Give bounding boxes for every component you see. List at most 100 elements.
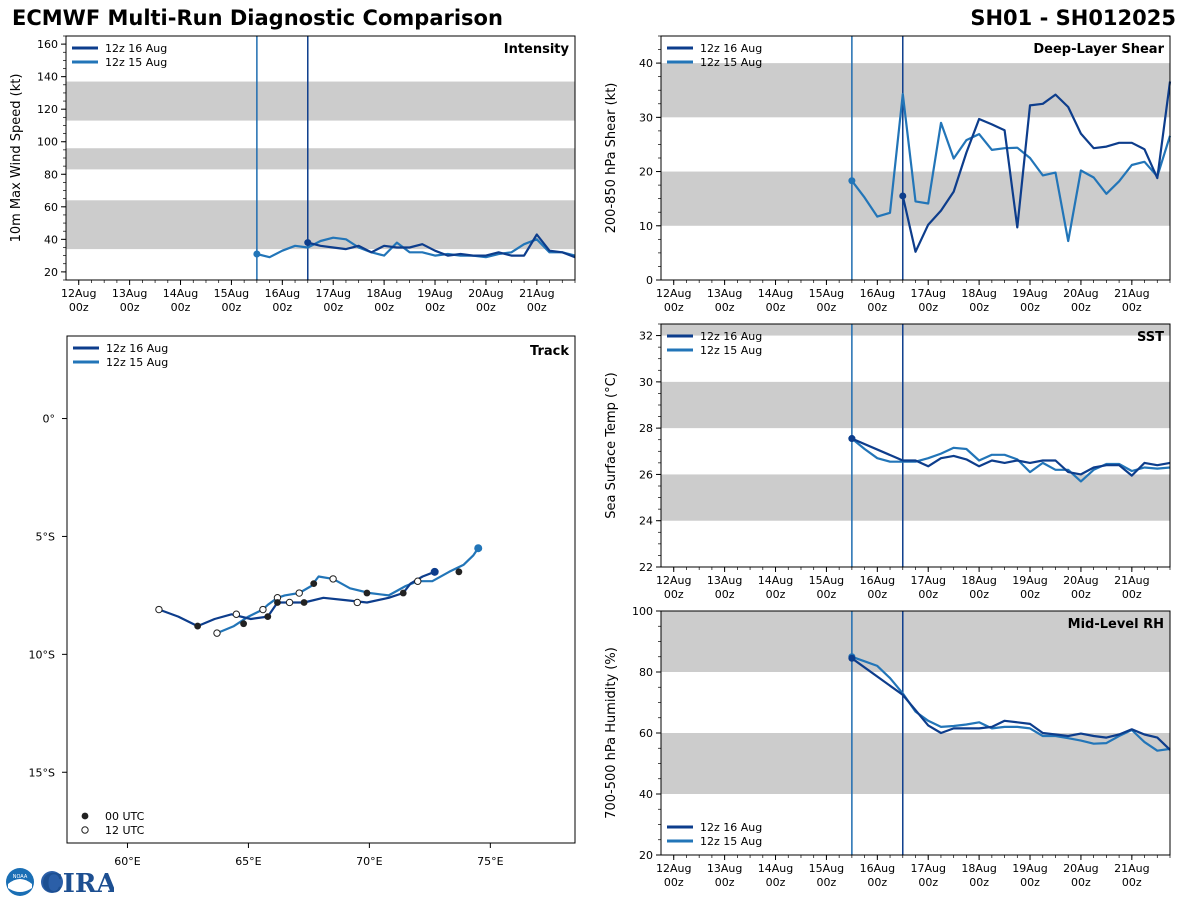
shear-xtick-label: 00z	[715, 301, 735, 314]
shear-series-run16	[901, 81, 1172, 253]
intensity-xtick-label: 00z	[171, 301, 191, 314]
rh-panel-title: Mid-Level RH	[1068, 617, 1164, 632]
shear-xtick-label: 14Aug	[758, 287, 793, 300]
intensity-threshold-band	[66, 148, 575, 170]
intensity-xtick-label: 21Aug	[519, 287, 554, 300]
intensity-ytick-label: 20	[44, 266, 58, 279]
intensity-xtick-label: 00z	[527, 301, 547, 314]
shear-ylabel: 200-850 hPa Shear (kt)	[604, 83, 619, 234]
track-marker-00utc	[300, 599, 308, 606]
intensity-xtick-label: 16Aug	[265, 287, 300, 300]
track-xtick-label: 75°E	[477, 855, 503, 868]
track-marker-00utc	[455, 568, 463, 576]
intensity-xtick-label: 00z	[476, 301, 496, 314]
rh-xtick-label: 00z	[817, 876, 837, 889]
intensity-ytick-label: 60	[44, 201, 58, 214]
globe-icon	[41, 871, 63, 893]
track-xtick-label: 65°E	[235, 855, 261, 868]
shear-init-point-run15	[848, 177, 856, 185]
noaa-wave-icon	[8, 879, 32, 892]
rh-chart: 2040608010012Aug00z13Aug00z14Aug00z15Aug…	[604, 605, 1171, 889]
intensity-xtick-label: 00z	[374, 301, 394, 314]
sst-threshold-band	[661, 324, 1170, 336]
shear-series-run15	[851, 92, 1172, 243]
rh-xtick-label: 00z	[969, 876, 989, 889]
sst-xtick-label: 00z	[867, 588, 887, 601]
sst-ytick-label: 30	[639, 376, 653, 389]
intensity-ytick-label: 160	[37, 38, 58, 51]
shear-ytick-label: 30	[639, 111, 653, 124]
sst-ytick-label: 24	[639, 515, 653, 528]
rh-xtick-label: 16Aug	[860, 862, 895, 875]
shear-xtick-label: 16Aug	[860, 287, 895, 300]
legend-label-run15: 12z 15 Aug	[106, 356, 168, 369]
intensity-xtick-label: 14Aug	[163, 287, 198, 300]
shear-xtick-label: 12Aug	[656, 287, 691, 300]
rh-xtick-label: 17Aug	[910, 862, 945, 875]
rh-ytick-label: 60	[639, 727, 653, 740]
rh-ytick-label: 40	[639, 788, 653, 801]
rh-xtick-label: 00z	[1122, 876, 1142, 889]
storm-id: SH01 - SH012025	[970, 6, 1176, 30]
intensity-ytick-label: 40	[44, 233, 58, 246]
sst-init-point-run16	[848, 435, 856, 443]
track-ytick-label: 5°S	[36, 530, 55, 543]
track-marker-12utc	[285, 598, 294, 607]
sst-xtick-label: 00z	[969, 588, 989, 601]
shear-xtick-label: 17Aug	[910, 287, 945, 300]
sst-threshold-band	[661, 474, 1170, 521]
sst-ytick-label: 22	[639, 561, 653, 574]
intensity-init-point-run15	[253, 250, 261, 258]
intensity-xtick-label: 20Aug	[468, 287, 503, 300]
legend-label-run15: 12z 15 Aug	[105, 56, 167, 69]
sst-xtick-label: 20Aug	[1063, 574, 1098, 587]
shear-xtick-label: 00z	[969, 301, 989, 314]
legend-label-run16: 12z 16 Aug	[700, 821, 762, 834]
track-marker-00utc	[274, 599, 281, 606]
track-marker-00utc	[310, 580, 318, 588]
sst-chart: 22242628303212Aug00z13Aug00z14Aug00z15Au…	[604, 323, 1171, 601]
intensity-ylabel: 10m Max Wind Speed (kt)	[9, 74, 24, 243]
cira-wordmark: CIRA	[42, 869, 114, 898]
rh-xtick-label: 13Aug	[707, 862, 742, 875]
shear-xtick-label: 15Aug	[809, 287, 844, 300]
sst-ytick-label: 28	[639, 422, 653, 435]
legend-label-run15: 12z 15 Aug	[700, 344, 762, 357]
track-init-point-run15	[474, 544, 483, 553]
legend-label-run15: 12z 15 Aug	[700, 835, 762, 848]
legend-marker-12utc	[81, 826, 89, 834]
intensity-ytick-label: 80	[44, 168, 58, 181]
rh-threshold-band	[661, 733, 1170, 794]
rh-xtick-label: 00z	[715, 876, 735, 889]
sst-panel-title: SST	[1137, 330, 1164, 345]
sst-xtick-label: 18Aug	[961, 574, 996, 587]
shear-xtick-label: 13Aug	[707, 287, 742, 300]
shear-ytick-label: 40	[639, 57, 653, 70]
intensity-chart: 2040608010012014016012Aug00z13Aug00z14Au…	[9, 35, 576, 314]
intensity-xtick-label: 12Aug	[61, 287, 96, 300]
intensity-xtick-label: 00z	[272, 301, 292, 314]
intensity-series-run16	[307, 233, 576, 259]
rh-init-point-run16	[848, 654, 856, 662]
rh-xtick-label: 00z	[1071, 876, 1091, 889]
intensity-xtick-label: 00z	[323, 301, 343, 314]
sst-xtick-label: 14Aug	[758, 574, 793, 587]
shear-xtick-label: 00z	[664, 301, 684, 314]
rh-xtick-label: 21Aug	[1114, 862, 1149, 875]
rh-threshold-band	[661, 611, 1170, 672]
track-ytick-label: 0°	[43, 413, 56, 426]
track-chart: 60°E 65°E 70°E 75°E 0° 5°S 10°S 15°S Track 00 UTC…	[29, 335, 576, 868]
shear-xtick-label: 00z	[1071, 301, 1091, 314]
intensity-xtick-label: 00z	[425, 301, 445, 314]
sst-xtick-label: 00z	[766, 588, 786, 601]
rh-xtick-label: 00z	[664, 876, 684, 889]
sst-xtick-label: 00z	[918, 588, 938, 601]
shear-init-point-run16	[899, 192, 907, 200]
track-marker-12utc	[259, 605, 267, 614]
sst-ylabel: Sea Surface Temp (°C)	[604, 372, 619, 519]
sst-xtick-label: 15Aug	[809, 574, 844, 587]
rh-ytick-label: 20	[639, 849, 653, 862]
legend-label-12utc: 12 UTC	[105, 824, 145, 837]
track-marker-12utc	[213, 629, 221, 637]
